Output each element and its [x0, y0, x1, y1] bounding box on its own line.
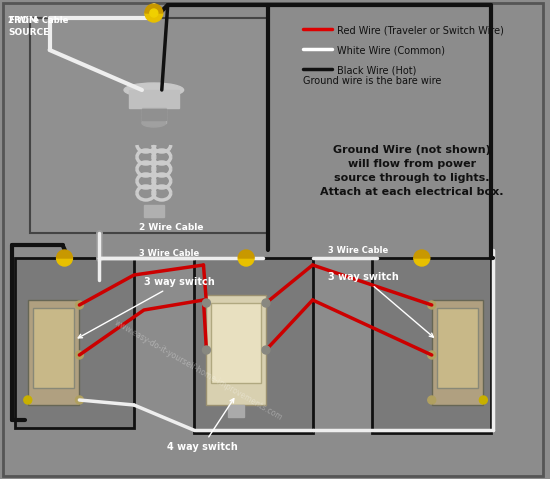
Text: Black Wire (Hot): Black Wire (Hot) [338, 65, 417, 75]
Circle shape [202, 346, 211, 354]
Circle shape [428, 351, 436, 359]
Text: Ground wire is the bare wire: Ground wire is the bare wire [302, 76, 441, 86]
Text: 2 Wire Cable: 2 Wire Cable [8, 16, 68, 25]
Circle shape [428, 301, 436, 309]
Text: White Wire (Common): White Wire (Common) [338, 45, 446, 55]
Circle shape [75, 301, 84, 309]
Text: 4 way switch: 4 way switch [167, 399, 238, 452]
Bar [144, 205, 164, 217]
Circle shape [262, 299, 270, 307]
Bar [437, 308, 478, 388]
Text: 3 way switch: 3 way switch [78, 277, 214, 338]
Wedge shape [238, 258, 254, 266]
Wedge shape [414, 258, 430, 266]
Text: www.easy-do-it-yourself-home-improvements.com: www.easy-do-it-yourself-home-improvement… [113, 318, 284, 422]
Bar [129, 90, 179, 108]
Bar [142, 108, 166, 123]
Text: 2 Wire Cable: 2 Wire Cable [139, 223, 204, 232]
Wedge shape [57, 258, 73, 266]
Ellipse shape [124, 83, 184, 97]
Circle shape [24, 396, 32, 404]
Text: Red Wire (Traveler or Switch Wire): Red Wire (Traveler or Switch Wire) [338, 25, 504, 35]
Circle shape [262, 346, 270, 354]
Text: FROM
SOURCE: FROM SOURCE [8, 16, 49, 37]
Bar [206, 295, 266, 405]
Bar [142, 118, 166, 120]
Bar [142, 112, 166, 114]
Bar [30, 18, 268, 233]
Wedge shape [145, 13, 163, 22]
Bar [228, 405, 244, 417]
Circle shape [428, 396, 436, 404]
Text: 3 way switch: 3 way switch [328, 272, 433, 337]
Bar [142, 109, 166, 111]
Circle shape [202, 299, 211, 307]
Ellipse shape [142, 119, 166, 127]
Wedge shape [238, 250, 254, 258]
Wedge shape [414, 250, 430, 258]
Bar [142, 115, 166, 117]
Bar [432, 300, 483, 405]
Text: Ground Wire (not shown)
will flow from power
source through to lights.
Attach at: Ground Wire (not shown) will flow from p… [320, 145, 504, 197]
Circle shape [480, 396, 487, 404]
Bar [33, 308, 74, 388]
Bar [372, 258, 491, 433]
Bar [211, 303, 261, 383]
Bar [194, 258, 312, 433]
Circle shape [75, 396, 84, 404]
Wedge shape [57, 250, 73, 258]
Wedge shape [145, 4, 163, 13]
Circle shape [75, 351, 84, 359]
Bar [28, 300, 79, 405]
Bar [15, 258, 134, 428]
Text: 3 Wire Cable: 3 Wire Cable [139, 249, 199, 258]
Text: 3 Wire Cable: 3 Wire Cable [328, 246, 388, 255]
Circle shape [150, 9, 158, 17]
